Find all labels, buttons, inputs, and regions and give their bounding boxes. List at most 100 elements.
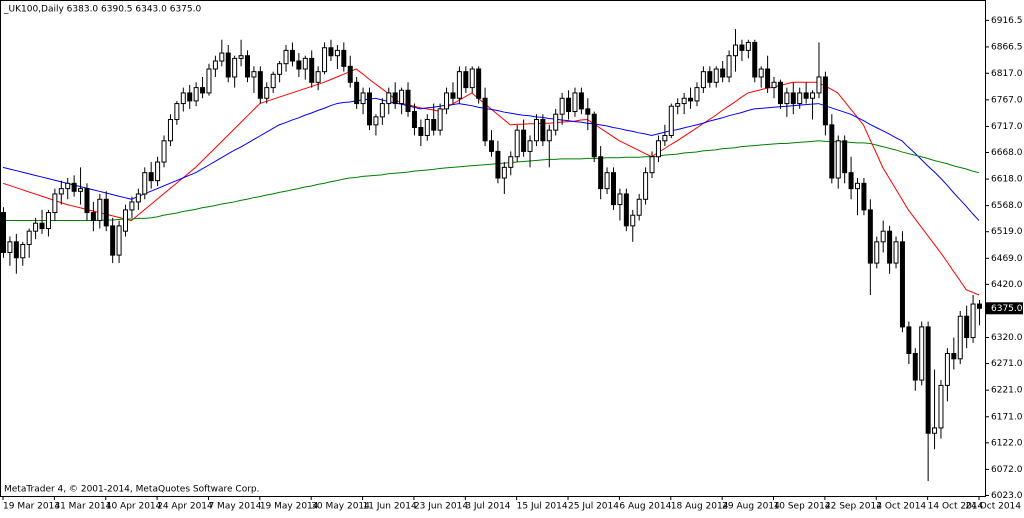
candle-body [206, 68, 212, 94]
candle-body [58, 188, 64, 195]
candle-body [187, 92, 193, 102]
y-tick-label: 6271.0 [991, 359, 1023, 369]
candle-body [424, 119, 430, 136]
candle-body [822, 76, 828, 126]
candle-body [270, 73, 276, 89]
candle-body [964, 315, 970, 339]
y-tick-label: 6767.0 [991, 95, 1023, 105]
candle-body [431, 119, 437, 131]
candle-body [309, 57, 315, 83]
candle-body [623, 193, 629, 227]
candle-body [944, 352, 950, 386]
candle-body [816, 76, 822, 94]
candle-body [1, 212, 6, 253]
candle-body [906, 326, 912, 354]
x-tick-label: 22 Sep 2014 [825, 502, 882, 512]
candle-body [810, 92, 816, 99]
candle-body [65, 182, 71, 190]
candle-body [341, 49, 347, 67]
candle-body [688, 97, 694, 102]
candle-body [379, 103, 385, 118]
candle-body [90, 212, 96, 222]
candle-body [405, 89, 411, 113]
candle-body [367, 92, 372, 126]
x-tick-label: 6 Aug 2014 [619, 502, 671, 512]
candle-body [553, 113, 559, 131]
y-tick-label: 6420.0 [991, 280, 1023, 290]
candle-body [277, 63, 283, 75]
candle-body [283, 49, 289, 65]
candle-body [771, 81, 777, 89]
candle-body [161, 140, 167, 163]
candle-body [84, 188, 90, 214]
candle-body [829, 124, 835, 179]
candle-body [566, 97, 572, 113]
candle-body [957, 315, 963, 360]
candle-body [20, 243, 26, 259]
candle-body [855, 182, 860, 190]
candle-body [437, 108, 443, 131]
x-tick-label: 15 Jul 2014 [517, 502, 568, 512]
candle-body [418, 126, 424, 136]
candle-body [765, 68, 771, 89]
chart-title: _UK100,Daily 6383.0 6390.5 6343.0 6375.0 [3, 5, 201, 15]
candle-body [668, 105, 674, 136]
y-tick-label: 6221.0 [991, 386, 1023, 396]
candle-body [26, 230, 32, 245]
candle-body [694, 87, 700, 102]
candle-body [135, 193, 141, 203]
candle-body [167, 119, 173, 142]
candle-body [489, 140, 494, 152]
candle-body [611, 172, 616, 206]
candle-body [758, 68, 764, 78]
candle-body [675, 103, 681, 107]
candle-body [399, 89, 405, 105]
candle-body [142, 172, 148, 195]
candle-body [360, 92, 366, 105]
candle-body [925, 326, 931, 434]
candle-body [45, 212, 51, 230]
candle-body [110, 225, 116, 256]
ma-line [3, 140, 980, 222]
x-tick-label: 7 May 2014 [208, 502, 261, 512]
y-tick-label: 6320.0 [991, 333, 1023, 343]
candle-body [238, 55, 244, 59]
candle-body [392, 92, 398, 105]
candle-body [899, 241, 905, 328]
last-price-box [986, 302, 1023, 315]
candle-body [13, 241, 19, 259]
candle-body [777, 81, 783, 105]
candle-body [726, 55, 732, 78]
candle-body [707, 71, 713, 83]
candle-body [790, 92, 796, 105]
candle-body [78, 188, 84, 192]
x-tick-label: 30 May 2014 [311, 502, 370, 512]
candle-body [842, 140, 848, 174]
candle-body [52, 193, 58, 214]
candle-body [33, 222, 39, 232]
x-tick-label: 19 May 2014 [260, 502, 319, 512]
x-tick-label: 18 Aug 2014 [671, 502, 729, 512]
candle-body [123, 209, 128, 232]
x-tick-label: 14 Oct 2014 [928, 502, 984, 512]
candle-body [880, 230, 886, 243]
candle-body [193, 87, 199, 102]
candle-body [835, 140, 841, 179]
candle-body [463, 71, 469, 89]
candle-body [495, 150, 501, 179]
candle-body [700, 71, 706, 89]
candle-body [636, 198, 642, 216]
candle-body [784, 92, 790, 105]
plot-frame [0, 0, 986, 497]
x-tick-label: 31 Mar 2014 [54, 502, 111, 512]
candle-body [296, 60, 302, 70]
candle-body [540, 119, 546, 142]
candle-body [7, 241, 13, 253]
candle-body [225, 52, 231, 78]
candle-body [919, 326, 925, 381]
candle-body [469, 68, 475, 89]
candle-body [289, 49, 295, 62]
candle-body [501, 166, 507, 179]
candle-body [733, 44, 738, 57]
